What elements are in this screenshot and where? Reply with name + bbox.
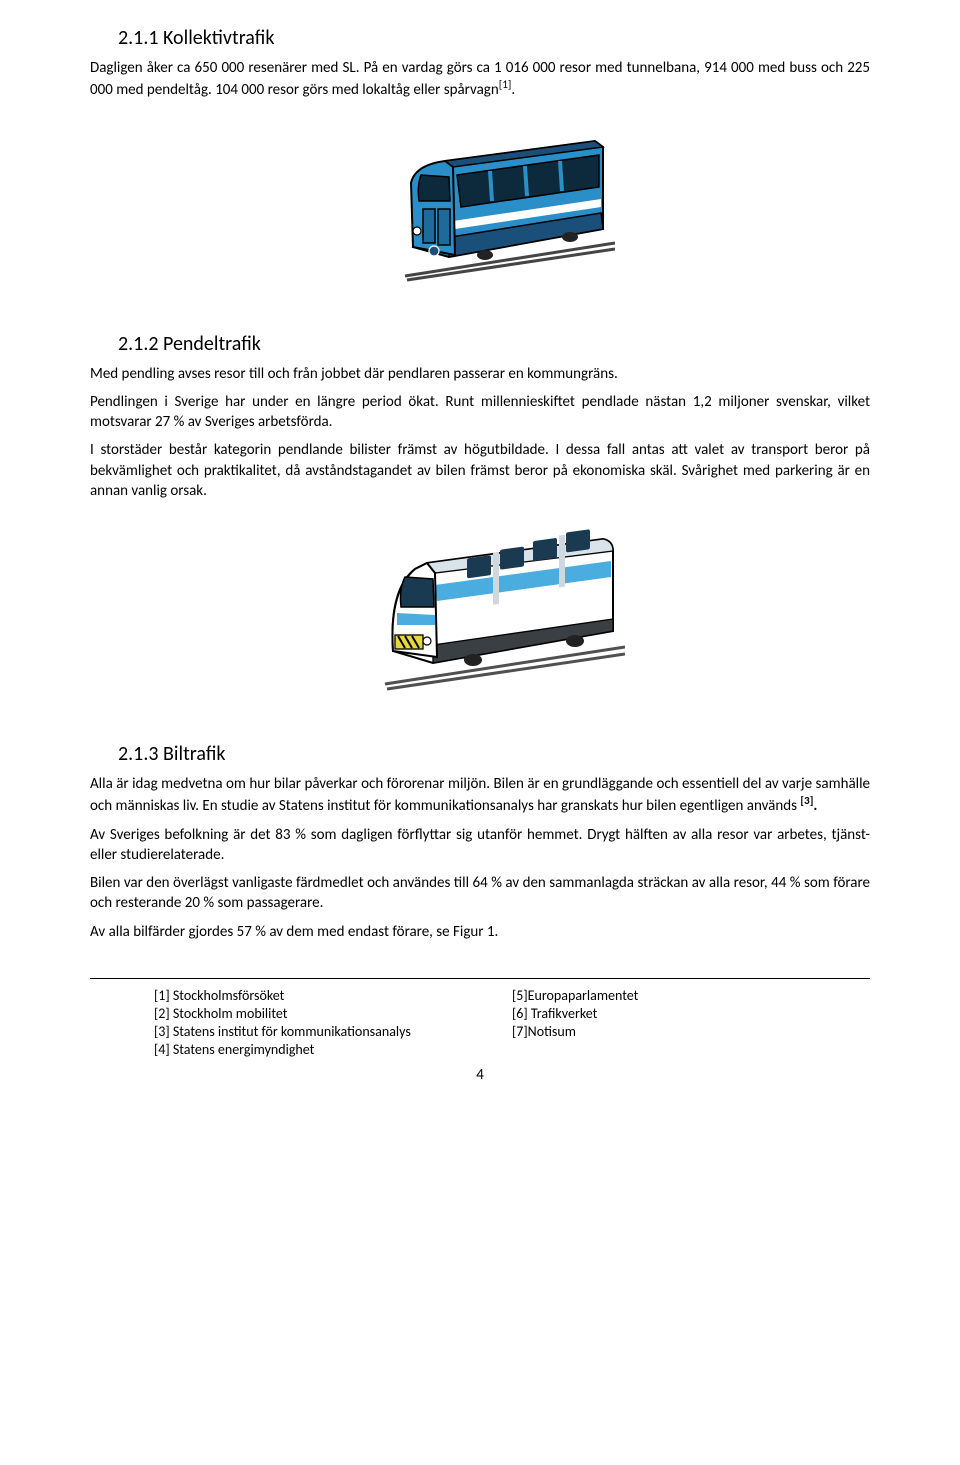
para-bil-3: Bilen var den överlägst vanligaste färdm…: [90, 873, 870, 914]
page-number: 4: [90, 1066, 870, 1084]
para-pendel-3: I storstäder består kategorin pendlande …: [90, 440, 870, 501]
kollektiv-text: Dagligen åker ca 650 000 resenärer med S…: [90, 59, 870, 99]
metro-train-svg: [345, 129, 615, 284]
footnote-rule: [90, 978, 870, 979]
para-bil-1: Alla är idag medvetna om hur bilar påver…: [90, 774, 870, 817]
ref-item: [7]Notisum: [512, 1023, 870, 1041]
bil-p1b: .: [813, 797, 817, 815]
para-pendel-2: Pendlingen i Sverige har under en längre…: [90, 392, 870, 433]
commuter-train-svg: [335, 529, 625, 694]
references-block: [1] Stockholmsförsöket [2] Stockholm mob…: [90, 987, 870, 1060]
heading-biltrafik: 2.1.3 Biltrafik: [118, 742, 870, 766]
ref-item: [5]Europaparlamentet: [512, 987, 870, 1005]
bil-p1a: Alla är idag medvetna om hur bilar påver…: [90, 775, 870, 815]
ref-item: [2] Stockholm mobilitet: [154, 1005, 512, 1023]
footnote-ref-1: [1]: [499, 78, 512, 92]
para-bil-2: Av Sveriges befolkning är det 83 % som d…: [90, 825, 870, 866]
illustration-metro-train: [90, 129, 870, 284]
ref-item: [1] Stockholmsförsöket: [154, 987, 512, 1005]
illustration-commuter-train: [90, 529, 870, 694]
references-col-right: [5]Europaparlamentet [6] Trafikverket [7…: [512, 987, 870, 1060]
ref-item: [4] Statens energimyndighet: [154, 1041, 512, 1059]
heading-pendeltrafik: 2.1.2 Pendeltrafik: [118, 332, 870, 356]
heading-kollektivtrafik: 2.1.1 Kollektivtrafik: [118, 26, 870, 50]
footnote-ref-3: [3]: [800, 794, 813, 808]
para-bil-4: Av alla bilfärder gjordes 57 % av dem me…: [90, 922, 870, 942]
ref-item: [6] Trafikverket: [512, 1005, 870, 1023]
ref-item: [3] Statens institut för kommunikationsa…: [154, 1023, 512, 1041]
references-col-left: [1] Stockholmsförsöket [2] Stockholm mob…: [154, 987, 512, 1060]
para-pendel-1: Med pendling avses resor till och från j…: [90, 364, 870, 384]
para-kollektiv: Dagligen åker ca 650 000 resenärer med S…: [90, 58, 870, 101]
